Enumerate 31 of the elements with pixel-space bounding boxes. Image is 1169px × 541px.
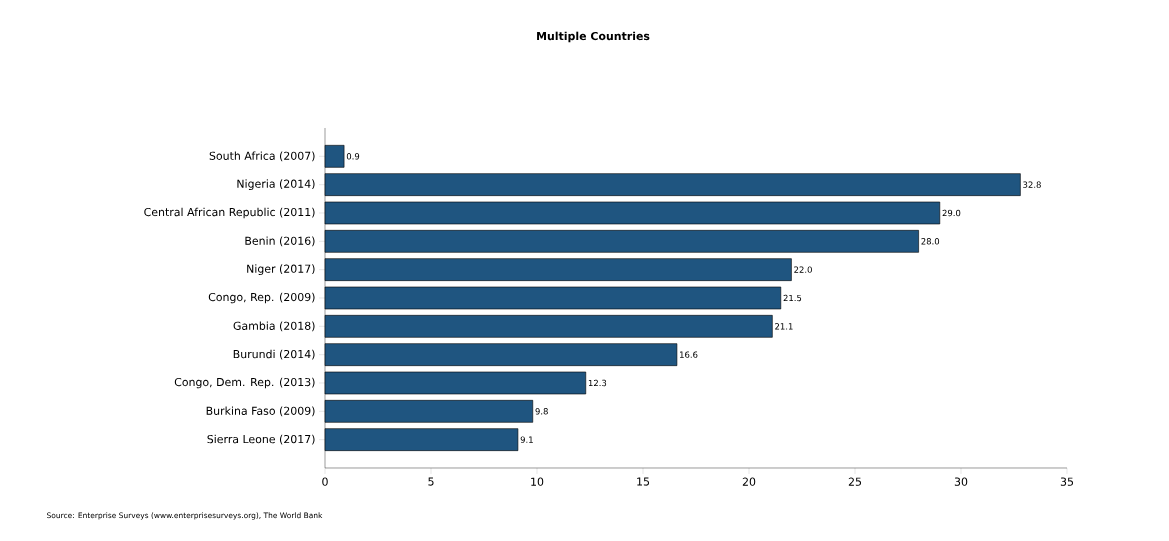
x-tick-label: 15 [637, 477, 650, 486]
x-tick-label: 10 [531, 477, 544, 486]
data-label: 9.8 [535, 408, 548, 415]
data-label: 21.1 [775, 323, 793, 330]
y-tick-label: Benin (2016) [245, 236, 315, 247]
y-tick-label: Burkina Faso (2009) [206, 406, 315, 417]
y-tick-label: Nigeria (2014) [237, 179, 315, 190]
data-label: 9.1 [520, 436, 533, 443]
data-label: 16.6 [680, 351, 698, 358]
y-tick-label: Burundi (2014) [233, 349, 315, 360]
data-label: 0.9 [346, 153, 360, 160]
data-label: 12.3 [588, 379, 607, 387]
data-label: 29.0 [942, 209, 961, 217]
x-tick-label: 25 [848, 477, 862, 486]
chart-title: Multiple Countries [537, 31, 650, 43]
y-tick-label: Congo, Dem. Rep. (2013) [174, 377, 315, 389]
x-tick-label: 5 [428, 477, 434, 486]
y-tick-label: South Africa (2007) [209, 151, 315, 162]
data-label: 32.8 [1023, 181, 1041, 188]
y-tick-label: Central African Republic (2011) [144, 207, 315, 219]
x-tick-label: 20 [742, 477, 756, 486]
x-tick-label: 30 [954, 477, 968, 486]
data-label: 22.0 [794, 266, 812, 273]
x-tick-label: 35 [1060, 477, 1074, 486]
y-tick-label: Congo, Rep. (2009) [208, 292, 315, 304]
data-label: 21.5 [783, 294, 802, 302]
y-tick-label: Niger (2017) [247, 264, 315, 275]
x-tick-label: 0 [322, 477, 328, 486]
y-tick-label: Sierra Leone (2017) [207, 434, 315, 445]
y-tick-label: Gambia (2018) [233, 321, 315, 332]
data-label: 28.0 [921, 238, 940, 245]
